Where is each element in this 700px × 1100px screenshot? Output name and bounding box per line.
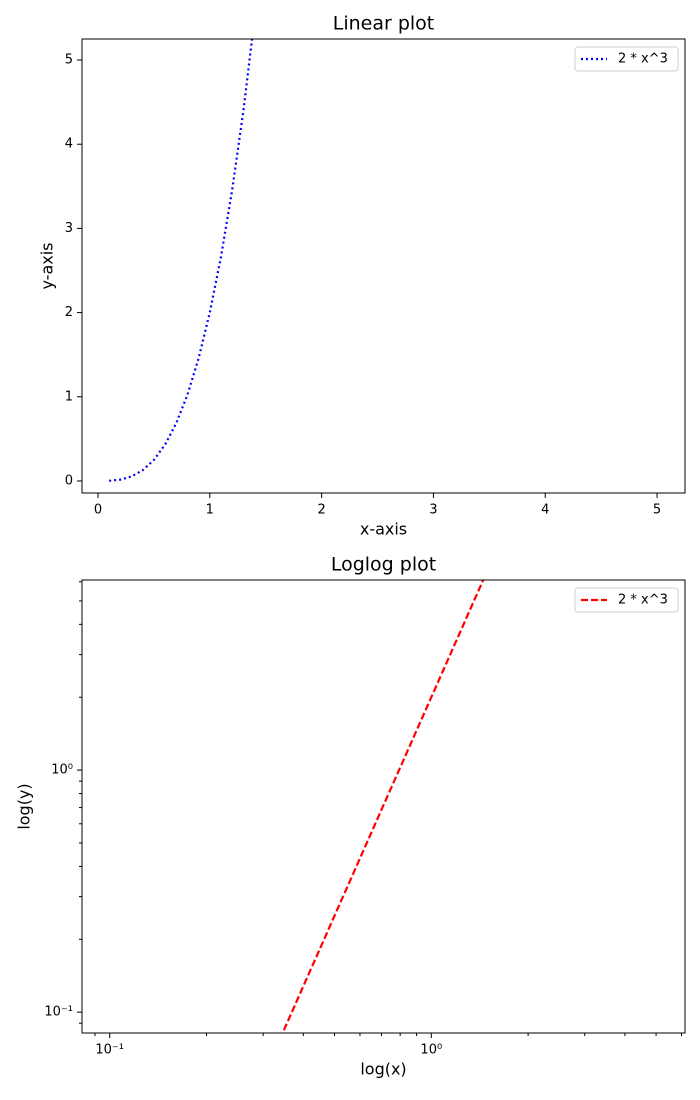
axes-frame — [81, 579, 686, 1034]
y-axis-label: y-axis — [38, 242, 57, 289]
legend-box — [574, 587, 679, 613]
subplot: Loglog plot log(x) log(y) 10⁻¹ 10⁰ 10⁻¹ 10⁰ 2 *… — [15, 554, 686, 1079]
x-tick-label: 1 — [206, 503, 214, 518]
y-tick-label: 2 — [65, 305, 73, 320]
x-tick-label: 10⁰ — [420, 1043, 442, 1058]
x-axis-label: log(x) — [360, 1060, 406, 1079]
chart-title: Linear plot — [333, 13, 435, 35]
legend-label: 2 * x^3 — [618, 593, 668, 608]
line-series — [109, 39, 254, 482]
legend-label: 2 * x^3 — [618, 52, 668, 67]
y-tick-label: 0 — [65, 473, 73, 488]
x-axis-label: x-axis — [360, 520, 407, 539]
x-tick-label: 3 — [429, 503, 437, 518]
subplot: Linear plot x-axis y-axis 0 1 2 3 4 5 0 1 2 3 4 5 2 * x… — [38, 13, 686, 539]
axes-frame — [81, 38, 686, 494]
x-tick-label: 0 — [94, 503, 102, 518]
y-tick-label: 3 — [65, 221, 73, 236]
chart-title: Loglog plot — [331, 554, 436, 576]
x-tick-label: 4 — [541, 503, 549, 518]
y-tick-label: 5 — [65, 53, 73, 68]
x-tick-label: 2 — [317, 503, 325, 518]
x-tick-label: 5 — [653, 503, 661, 518]
y-tick-label: 1 — [65, 389, 73, 404]
y-tick-label: 10⁻¹ — [44, 1005, 73, 1020]
line-series — [281, 580, 485, 1033]
x-tick-label: 10⁻¹ — [95, 1043, 124, 1058]
y-axis-label: log(y) — [15, 783, 34, 829]
y-tick-label: 10⁰ — [51, 763, 73, 778]
legend-box — [574, 46, 679, 72]
y-tick-label: 4 — [65, 137, 73, 152]
